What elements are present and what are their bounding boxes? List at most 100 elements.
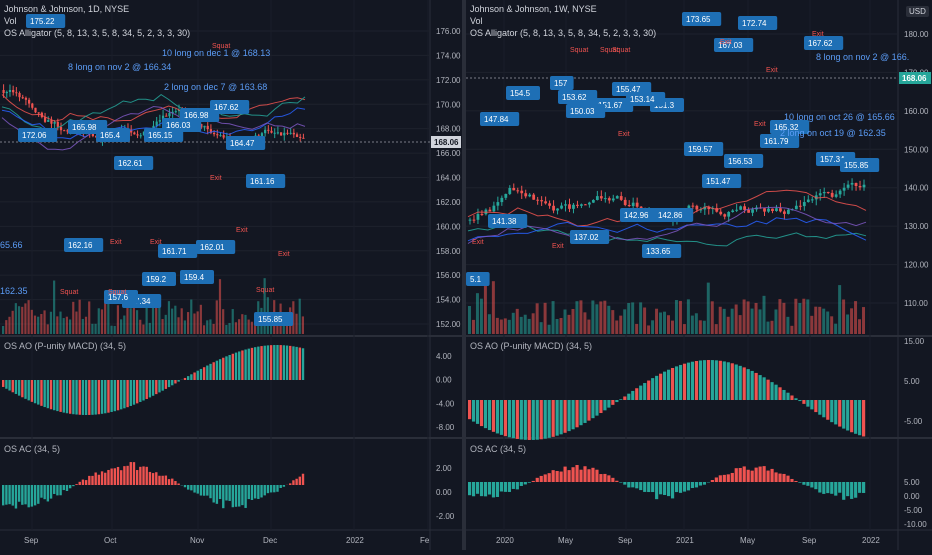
- ac-bar: [155, 472, 157, 485]
- left-chart-canvas[interactable]: 176.00174.00172.00170.00168.00166.00164.…: [0, 0, 462, 550]
- price-label-text: 162.61: [118, 159, 143, 168]
- ac-bar: [206, 485, 208, 496]
- ac-bar: [225, 485, 227, 500]
- ac-bar: [193, 485, 195, 493]
- right-symbol-title[interactable]: Johnson & Johnson, 1W, NYSE: [470, 4, 597, 15]
- ac-bar: [647, 482, 650, 492]
- right-vol-label[interactable]: Vol: [470, 16, 483, 27]
- candle-body: [743, 206, 746, 210]
- candle-body: [500, 198, 503, 202]
- time-tick-label: Sep: [802, 536, 817, 545]
- volume-bar: [50, 312, 52, 334]
- ac-bar: [814, 482, 817, 489]
- ao-bar: [599, 400, 602, 413]
- candle-body: [469, 220, 472, 221]
- left-alligator-label[interactable]: OS Alligator (5, 8, 13, 3, 5, 8, 34, 5, …: [4, 28, 190, 39]
- ao-bar: [257, 347, 259, 380]
- ao-bar: [687, 363, 690, 400]
- right-alligator-label[interactable]: OS Alligator (5, 8, 13, 3, 5, 8, 34, 5, …: [470, 28, 656, 39]
- ac-bar: [484, 482, 487, 496]
- ao-bar: [155, 380, 157, 394]
- right-chart-canvas[interactable]: 180.00170.00160.00150.00140.00130.00120.…: [466, 0, 932, 550]
- volume-bar: [763, 296, 766, 334]
- candle-body: [863, 185, 866, 188]
- ac-bar: [244, 485, 246, 508]
- ao-bar: [37, 380, 39, 405]
- volume-bar: [88, 301, 90, 334]
- ac-bar: [691, 482, 694, 488]
- volume-bar: [631, 302, 634, 334]
- ao-bar: [759, 375, 762, 400]
- ac-bar: [591, 468, 594, 482]
- ao-bar: [627, 394, 630, 400]
- ac-bar: [579, 470, 582, 482]
- ao-bar: [663, 372, 666, 400]
- candle-body: [787, 210, 790, 214]
- left-ao-label[interactable]: OS AO (P-unity MACD) (34, 5): [4, 341, 126, 351]
- ac-bar: [165, 476, 167, 485]
- ao-bar: [171, 380, 173, 385]
- ao-bar: [184, 378, 186, 380]
- ac-bar: [759, 467, 762, 482]
- ao-bar: [540, 400, 543, 439]
- ac-bar: [599, 474, 602, 482]
- candle-body: [636, 203, 639, 207]
- volume-bar: [743, 299, 746, 334]
- ao-bar: [53, 380, 55, 410]
- ao-bar: [575, 400, 578, 427]
- ao-bar: [107, 380, 109, 413]
- volume-bar: [15, 303, 17, 334]
- volume-bar: [727, 317, 730, 334]
- time-tick-label: Nov: [190, 536, 204, 545]
- volume-bar: [862, 307, 865, 334]
- ac-bar: [107, 470, 109, 485]
- ac-bar: [711, 480, 714, 482]
- volume-bar: [209, 319, 211, 334]
- candle-body: [492, 206, 495, 212]
- ac-bar: [200, 485, 202, 496]
- volume-bar: [82, 319, 84, 334]
- candle-body: [31, 104, 33, 108]
- ao-bar: [480, 400, 483, 426]
- right-ao-label[interactable]: OS AO (P-unity MACD) (34, 5): [470, 341, 592, 351]
- ao-bar: [552, 400, 555, 437]
- ao-bar: [270, 345, 272, 380]
- ac-bar: [727, 474, 730, 482]
- ac-bar: [770, 469, 773, 482]
- volume-bar: [564, 309, 567, 334]
- ao-bar: [731, 363, 734, 400]
- ao-bar: [302, 348, 304, 380]
- volume-bar: [512, 313, 515, 334]
- time-tick-label: May: [740, 536, 755, 545]
- ac-bar: [675, 482, 678, 492]
- volume-bar: [8, 317, 10, 334]
- left-ac-label[interactable]: OS AC (34, 5): [4, 444, 60, 454]
- price-label-text: 165.4: [100, 131, 121, 140]
- ac-bar: [504, 482, 507, 492]
- ac-bar: [184, 485, 186, 487]
- time-tick-label: Sep: [618, 536, 633, 545]
- volume-bar: [18, 306, 20, 334]
- volume-bar: [149, 323, 151, 334]
- ac-bar: [679, 482, 682, 493]
- price-label-text: 167.62: [808, 39, 833, 48]
- volume-bar: [2, 326, 4, 334]
- volume-bar: [241, 314, 243, 334]
- volume-bar: [222, 309, 224, 334]
- candle-body: [528, 195, 531, 197]
- ao-bar: [739, 366, 742, 400]
- left-vol-label[interactable]: Vol: [4, 16, 17, 27]
- ao-bar: [723, 361, 726, 400]
- ao-bar: [786, 393, 789, 400]
- ac-bar: [289, 483, 291, 485]
- right-chart-pane[interactable]: 180.00170.00160.00150.00140.00130.00120.…: [466, 0, 932, 550]
- ao-bar: [468, 400, 471, 419]
- ao-bar: [228, 355, 230, 380]
- right-ac-label[interactable]: OS AC (34, 5): [470, 444, 526, 454]
- candle-body: [584, 204, 587, 205]
- volume-bar: [12, 311, 14, 334]
- candle-body: [568, 204, 571, 209]
- left-symbol-title[interactable]: Johnson & Johnson, 1D, NYSE: [4, 4, 129, 15]
- volume-bar: [834, 324, 837, 334]
